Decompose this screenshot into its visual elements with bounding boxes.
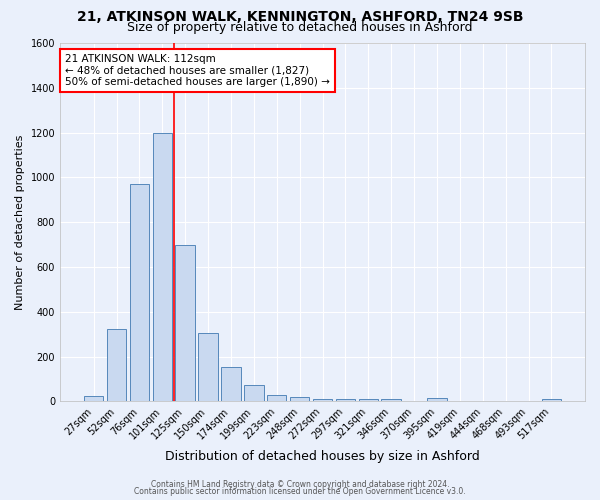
Y-axis label: Number of detached properties: Number of detached properties <box>15 134 25 310</box>
Bar <box>107 328 126 402</box>
Bar <box>290 397 310 402</box>
Bar <box>542 399 561 402</box>
Bar <box>199 333 218 402</box>
Bar <box>221 366 241 402</box>
Text: Size of property relative to detached houses in Ashford: Size of property relative to detached ho… <box>127 21 473 34</box>
Bar <box>267 394 286 402</box>
Bar <box>335 399 355 402</box>
Text: Contains HM Land Registry data © Crown copyright and database right 2024.: Contains HM Land Registry data © Crown c… <box>151 480 449 489</box>
Bar <box>382 399 401 402</box>
X-axis label: Distribution of detached houses by size in Ashford: Distribution of detached houses by size … <box>165 450 480 462</box>
Bar <box>313 399 332 402</box>
Bar <box>244 384 263 402</box>
Bar <box>427 398 446 402</box>
Bar <box>130 184 149 402</box>
Bar <box>152 132 172 402</box>
Text: Contains public sector information licensed under the Open Government Licence v3: Contains public sector information licen… <box>134 487 466 496</box>
Bar <box>175 244 195 402</box>
Text: 21 ATKINSON WALK: 112sqm
← 48% of detached houses are smaller (1,827)
50% of sem: 21 ATKINSON WALK: 112sqm ← 48% of detach… <box>65 54 330 87</box>
Text: 21, ATKINSON WALK, KENNINGTON, ASHFORD, TN24 9SB: 21, ATKINSON WALK, KENNINGTON, ASHFORD, … <box>77 10 523 24</box>
Bar <box>359 399 378 402</box>
Bar <box>84 396 103 402</box>
